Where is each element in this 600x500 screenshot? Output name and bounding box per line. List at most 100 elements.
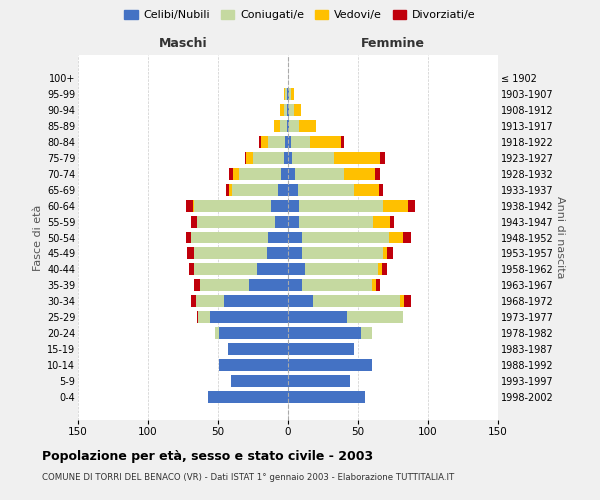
Bar — [288, 216, 299, 228]
Bar — [224, 296, 288, 308]
Bar — [191, 296, 196, 308]
Y-axis label: Fasce di età: Fasce di età — [32, 204, 43, 270]
Bar — [215, 328, 220, 340]
Bar — [377, 264, 382, 276]
Bar — [409, 200, 415, 211]
Bar — [284, 152, 288, 164]
Bar — [347, 312, 403, 324]
Bar — [259, 136, 262, 147]
Bar — [186, 232, 191, 243]
Bar — [376, 280, 380, 291]
Bar — [389, 232, 403, 243]
Bar — [267, 248, 288, 260]
Bar — [288, 328, 361, 340]
Bar — [289, 88, 291, 100]
Bar — [372, 280, 376, 291]
Bar — [274, 120, 280, 132]
Bar — [197, 312, 199, 324]
Bar — [383, 248, 388, 260]
Bar — [288, 120, 289, 132]
Bar — [199, 312, 209, 324]
Bar — [233, 168, 239, 179]
Bar — [281, 168, 288, 179]
Bar — [295, 168, 344, 179]
Text: Femmine: Femmine — [361, 37, 425, 50]
Bar — [291, 136, 310, 147]
Bar — [379, 184, 383, 196]
Bar — [228, 344, 288, 355]
Bar — [194, 280, 200, 291]
Bar — [193, 200, 194, 211]
Bar — [245, 152, 246, 164]
Bar — [289, 104, 293, 116]
Bar — [403, 232, 411, 243]
Bar — [287, 104, 288, 116]
Bar — [200, 280, 249, 291]
Bar — [194, 264, 257, 276]
Bar — [288, 232, 302, 243]
Bar — [288, 88, 289, 100]
Bar — [284, 104, 287, 116]
Bar — [288, 248, 302, 260]
Bar — [288, 200, 299, 211]
Bar — [280, 104, 284, 116]
Bar — [375, 168, 380, 179]
Bar — [299, 216, 373, 228]
Bar — [380, 152, 385, 164]
Bar — [361, 328, 372, 340]
Bar — [288, 376, 350, 388]
Bar — [288, 152, 292, 164]
Bar — [285, 88, 287, 100]
Bar — [404, 296, 411, 308]
Bar — [287, 120, 288, 132]
Bar — [285, 136, 288, 147]
Bar — [191, 232, 268, 243]
Bar — [302, 280, 372, 291]
Bar — [334, 152, 380, 164]
Bar — [293, 104, 301, 116]
Bar — [232, 184, 278, 196]
Bar — [344, 168, 375, 179]
Bar — [288, 168, 295, 179]
Bar — [354, 184, 379, 196]
Bar — [310, 136, 341, 147]
Bar — [302, 232, 389, 243]
Bar — [230, 376, 288, 388]
Text: Maschi: Maschi — [158, 37, 208, 50]
Bar — [288, 312, 347, 324]
Bar — [288, 360, 372, 372]
Bar — [287, 88, 288, 100]
Bar — [196, 296, 224, 308]
Bar — [288, 392, 365, 404]
Bar — [388, 248, 393, 260]
Bar — [197, 216, 275, 228]
Bar — [226, 184, 229, 196]
Bar — [246, 152, 253, 164]
Bar — [268, 232, 288, 243]
Bar — [400, 296, 404, 308]
Bar — [209, 312, 288, 324]
Bar — [249, 280, 288, 291]
Bar — [239, 168, 281, 179]
Bar — [288, 136, 291, 147]
Bar — [220, 360, 288, 372]
Bar — [188, 264, 194, 276]
Bar — [284, 88, 285, 100]
Bar — [288, 264, 305, 276]
Bar — [220, 328, 288, 340]
Bar — [288, 184, 298, 196]
Bar — [268, 136, 285, 147]
Bar — [186, 200, 193, 211]
Bar — [373, 216, 390, 228]
Bar — [288, 280, 302, 291]
Bar — [208, 392, 288, 404]
Bar — [288, 104, 289, 116]
Bar — [280, 120, 287, 132]
Bar — [278, 184, 288, 196]
Legend: Celibi/Nubili, Coniugati/e, Vedovi/e, Divorziati/e: Celibi/Nubili, Coniugati/e, Vedovi/e, Di… — [120, 6, 480, 25]
Bar — [292, 152, 334, 164]
Bar — [288, 296, 313, 308]
Bar — [382, 264, 388, 276]
Bar — [187, 248, 194, 260]
Bar — [298, 184, 354, 196]
